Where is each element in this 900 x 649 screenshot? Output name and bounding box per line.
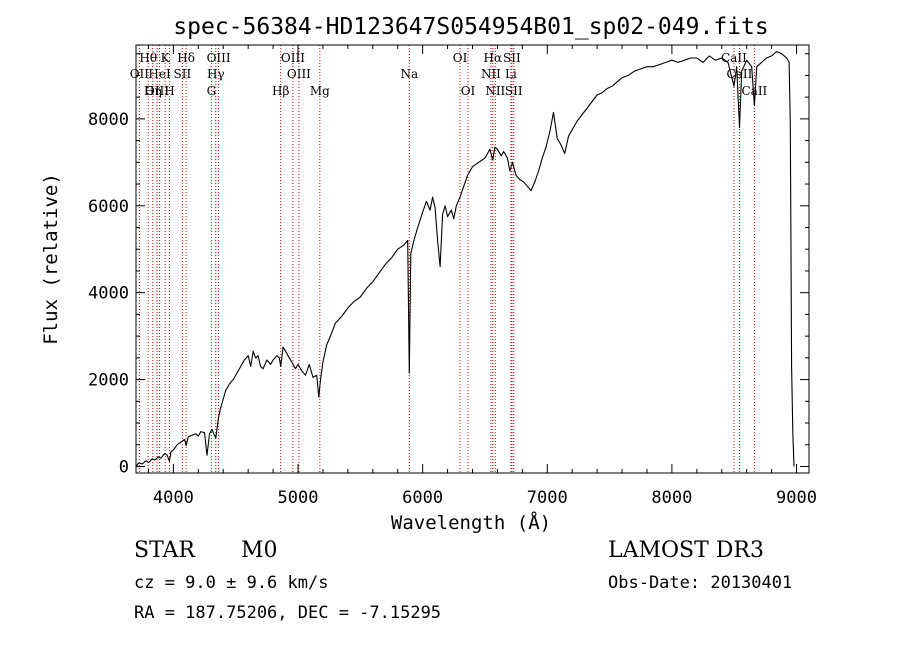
x-tick-label: 4000 (153, 488, 194, 508)
line-annotation-label: OI (461, 84, 476, 98)
line-annotation-label: OII (130, 67, 150, 81)
object-subclass: M0 (241, 538, 278, 563)
y-tick-label: 6000 (88, 197, 129, 217)
line-annotation-label: SII (174, 67, 192, 81)
line-annotation-label: Hη (144, 84, 162, 98)
x-tick-label: 8000 (651, 488, 692, 508)
y-tick-label: 2000 (88, 371, 129, 391)
sky-coordinates: RA = 187.75206, DEC = -7.15295 (134, 603, 442, 623)
object-class: STAR (134, 538, 195, 563)
line-annotation-label: OIII (281, 51, 305, 65)
line-annotation-label: CaII (721, 51, 747, 65)
line-annotation-label: OIII (207, 51, 231, 65)
line-annotation-label: G (207, 84, 217, 98)
plot-frame (135, 44, 810, 474)
line-annotation-label: CaII (741, 84, 767, 98)
spectrum-series (135, 50, 795, 467)
spectrum-line (135, 50, 795, 467)
y-tick-label: 8000 (88, 110, 129, 130)
observation-date: Obs-Date: 20130401 (608, 573, 793, 593)
line-annotation-label: Li (505, 67, 517, 81)
line-annotation-label: CaII (727, 67, 753, 81)
line-annotation-label: H (164, 84, 174, 98)
line-annotation-label: K (161, 51, 171, 65)
line-annotation-label: OI (453, 51, 468, 65)
y-axis-label: Flux (relative) (40, 173, 62, 345)
x-tick-label: 5000 (278, 488, 319, 508)
y-tick-label: 0 (119, 457, 129, 477)
line-annotation-label: Hα (484, 51, 503, 65)
line-annotation-label: NII (485, 84, 505, 98)
x-tick-label: 7000 (527, 488, 568, 508)
survey-name: LAMOST DR3 (608, 538, 764, 563)
line-annotation-label: Hδ (177, 51, 195, 65)
x-axis-label: Wavelength (Å) (391, 511, 551, 534)
line-annotation-label: Mg (310, 84, 330, 98)
redshift-velocity: cz = 9.0 ± 9.6 km/s (134, 573, 329, 593)
x-tick-label: 9000 (776, 488, 817, 508)
x-tick-label: 6000 (402, 488, 443, 508)
line-annotation-label: OIII (287, 67, 311, 81)
line-annotation-label: Hβ (272, 84, 289, 98)
line-annotation-label: Hθ (139, 51, 157, 65)
y-tick-label: 4000 (88, 284, 129, 304)
line-annotation-label: Na (400, 67, 418, 81)
line-annotation-label: NII (481, 67, 501, 81)
axes: 4000 5000 6000 7000 8000 9000 0 2000 4000 6000 800… (88, 44, 817, 508)
line-annotation-label: OIII (145, 84, 169, 98)
line-annotation-label: HeI (148, 67, 171, 81)
chart-title: spec-56384-HD123647S054954B01_sp02-049.f… (173, 14, 768, 40)
line-annotation-label: SII (503, 51, 521, 65)
line-annotation-label: Hγ (207, 67, 225, 81)
line-annotation-label: SII (505, 84, 523, 98)
spectrum-chart: 4000 5000 6000 7000 8000 9000 0 2000 4000 6000 800… (40, 14, 817, 534)
line-markers (138, 45, 755, 473)
